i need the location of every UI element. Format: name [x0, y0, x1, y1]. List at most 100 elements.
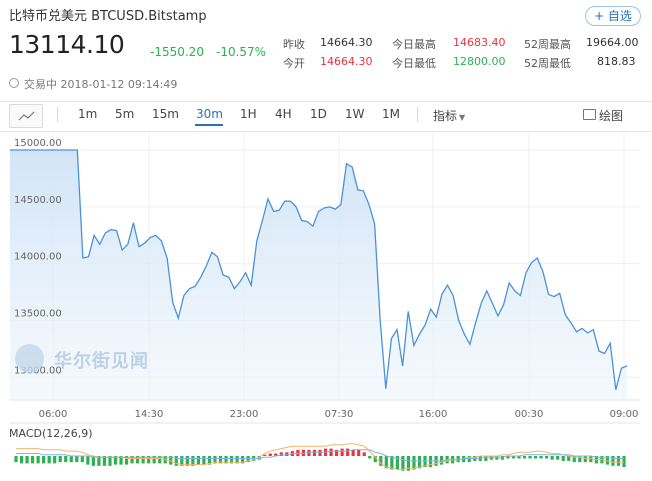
macd-histogram-bar [423, 456, 427, 468]
macd-histogram-bar [58, 456, 62, 463]
period-15m[interactable]: 15m [152, 107, 179, 121]
macd-histogram-bar [622, 456, 626, 468]
y-tick-label: 14000.00 [14, 252, 62, 263]
macd-histogram-bar [368, 456, 372, 459]
period-30m[interactable]: 30m [196, 107, 223, 121]
macd-histogram-bar [86, 456, 90, 465]
macd-histogram-bar [47, 456, 51, 464]
macd-histogram-bar [334, 449, 339, 456]
macd-histogram-bar [417, 456, 422, 469]
macd-histogram-bar [484, 456, 488, 461]
period-1m-month[interactable]: 1M [382, 107, 400, 121]
macd-histogram-bar [241, 456, 245, 464]
macd-histogram-bar [91, 456, 95, 466]
macd-histogram-bar [207, 456, 212, 465]
macd-histogram-bar [384, 456, 388, 469]
macd-histogram-bar [611, 456, 615, 466]
stat-label-prev-close: 昨收 [283, 38, 305, 51]
macd-histogram-bar [462, 456, 466, 463]
trading-status: 交易中 2018-01-12 09:14:49 [24, 78, 178, 91]
macd-histogram-bar [257, 456, 261, 460]
macd-histogram-bar [561, 456, 565, 461]
macd-histogram-bar [373, 456, 377, 463]
macd-histogram-bar [158, 456, 162, 464]
macd-histogram-bar [533, 456, 538, 459]
add-watchlist-button[interactable]: + 自选 [585, 6, 641, 26]
macd-label: MACD(12,26,9) [9, 427, 93, 440]
period-1d[interactable]: 1D [310, 107, 327, 121]
x-tick-label: 23:00 [230, 409, 259, 420]
macd-histogram-bar [202, 456, 206, 465]
period-1w[interactable]: 1W [345, 107, 365, 121]
price-area-fill [10, 150, 627, 400]
macd-histogram-bar [318, 449, 322, 456]
macd-histogram-bar [218, 456, 223, 464]
line-chart-toggle-button[interactable] [9, 104, 43, 128]
page-title: 比特币兑美元 BTCUSD.Bitstamp [9, 9, 207, 24]
macd-histogram-bar [14, 456, 18, 463]
stat-label-52w-low: 52周最低 [524, 57, 571, 70]
macd-histogram-bar [605, 456, 610, 465]
macd-histogram-bar [30, 456, 35, 464]
macd-histogram-bar [235, 456, 239, 464]
macd-histogram-bar [279, 452, 283, 456]
macd-histogram-bar [42, 456, 46, 464]
macd-histogram-bar [500, 456, 504, 460]
macd-histogram-bar [169, 456, 173, 465]
x-tick-label: 14:30 [135, 409, 164, 420]
line-chart-icon [18, 111, 35, 121]
macd-histogram-bar [25, 456, 29, 464]
stat-value-day-low: 12800.00 [453, 55, 506, 68]
stat-label-open: 今开 [283, 57, 305, 70]
price-change-pct: -10.57% [216, 45, 267, 59]
macd-histogram-bar [147, 456, 151, 464]
macd-dea-line [16, 449, 624, 462]
macd-histogram-bar [97, 456, 101, 466]
x-tick-label: 16:00 [419, 409, 448, 420]
indicator-menu[interactable]: 指标 ▼ [433, 107, 465, 124]
x-tick-label: 09:00 [610, 409, 639, 420]
period-5m[interactable]: 5m [115, 107, 135, 121]
macd-histogram-bar [196, 456, 200, 465]
period-1m[interactable]: 1m [78, 107, 98, 121]
draw-button[interactable]: 绘图 [599, 109, 624, 123]
last-price: 13114.10 [9, 30, 125, 59]
macd-histogram-bar [136, 456, 140, 464]
macd-histogram-bar [583, 456, 587, 463]
period-1h[interactable]: 1H [240, 107, 257, 121]
macd-histogram-bar [489, 456, 493, 460]
macd-histogram-bar [589, 456, 593, 463]
macd-histogram-bar [556, 456, 560, 460]
y-tick-label: 14500.00 [14, 195, 62, 206]
toolbar-separator [57, 107, 58, 122]
macd-histogram-bar [406, 456, 411, 471]
active-period-indicator [195, 124, 223, 126]
period-4h[interactable]: 4H [275, 107, 292, 121]
macd-histogram-bar [346, 448, 350, 456]
macd-histogram-bar [440, 456, 444, 465]
macd-histogram-bar [124, 456, 129, 465]
macd-histogram-bar [80, 456, 84, 463]
stat-value-prev-close: 14664.30 [320, 36, 373, 49]
macd-histogram-bar [36, 456, 40, 464]
macd-histogram-bar [213, 456, 217, 464]
stat-label-52w-high: 52周最高 [524, 38, 571, 51]
macd-dif-line [16, 443, 624, 470]
macd-histogram-bar [506, 456, 510, 459]
y-tick-label: 13500.00 [14, 308, 62, 319]
price-line [10, 149, 628, 390]
toolbar-divider-top [0, 101, 652, 102]
macd-histogram-bar [246, 456, 250, 463]
macd-histogram-bar [616, 456, 621, 466]
macd-histogram-bar [285, 452, 289, 456]
macd-histogram-bar [274, 453, 278, 456]
macd-histogram-bar [517, 456, 521, 459]
stat-label-day-low: 今日最低 [392, 57, 436, 70]
macd-histogram-bar [301, 449, 306, 456]
stat-value-52w-high: 19664.00 [586, 36, 639, 49]
macd-histogram-bar [395, 456, 399, 470]
macd-histogram-bar [307, 449, 311, 456]
macd-histogram-bar [456, 456, 460, 463]
macd-histogram-bar [180, 456, 184, 466]
